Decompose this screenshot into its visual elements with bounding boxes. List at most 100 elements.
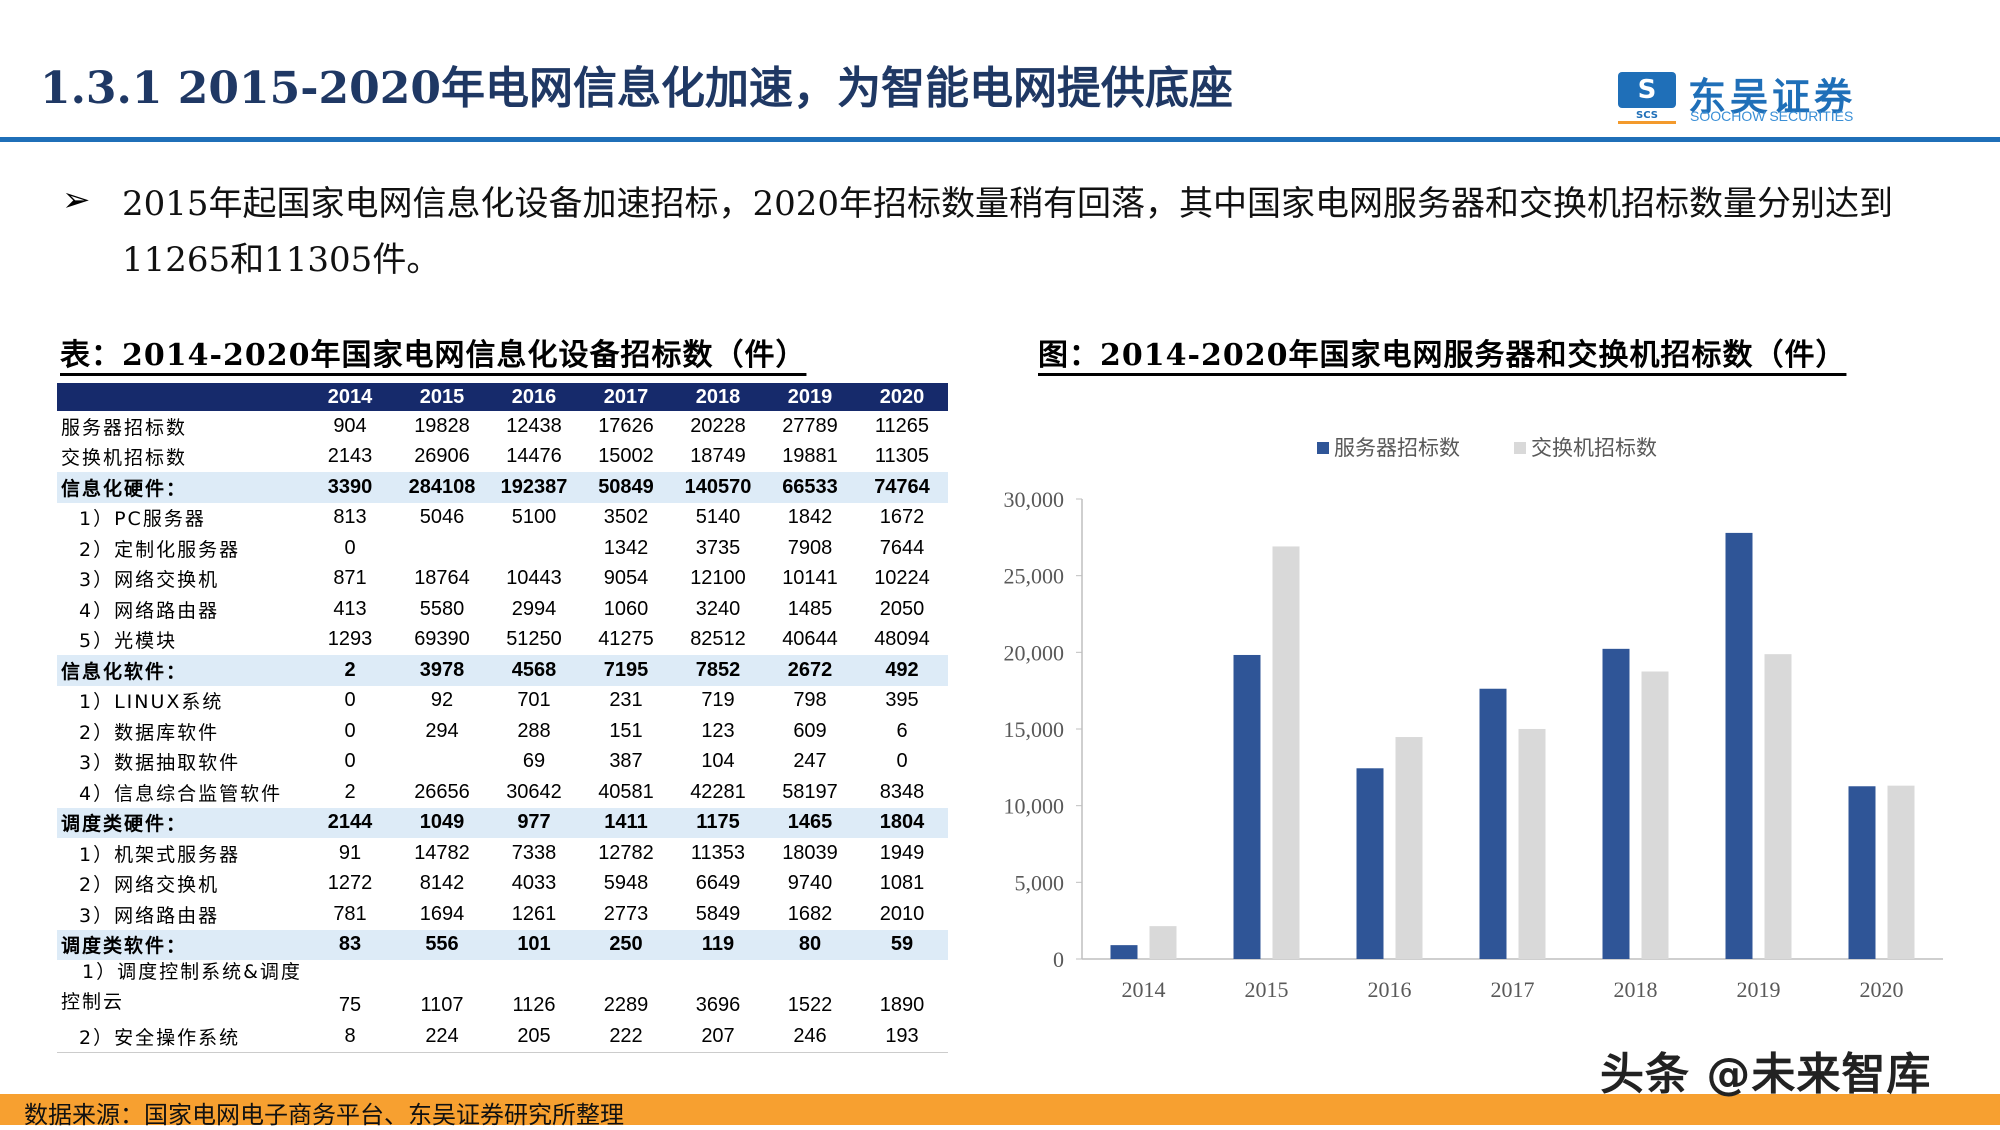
y-tick-label: 30,000 <box>1004 487 1065 512</box>
table-cell: 556 <box>425 933 459 956</box>
table-cell: 30642 <box>506 780 562 803</box>
row-label: 3）数据抽取软件 <box>79 752 241 775</box>
table-cell: 1293 <box>327 628 373 651</box>
bar-switch-2018 <box>1641 671 1669 959</box>
bar-switch-2019 <box>1764 654 1792 959</box>
table-cell: 101 <box>517 933 551 956</box>
table-row: 4）信息综合监管软件 2 26656 30642 40581 42281 58197 8348 <box>57 777 948 808</box>
row-label: 2）数据库软件 <box>79 721 220 744</box>
table-cell: 12438 <box>506 414 562 437</box>
table-cell: 8142 <box>419 872 465 895</box>
bar-chart: 0 5,000 10,000 15,000 20,000 25,000 30,000 2014… <box>1004 436 1943 1002</box>
table-cell: 2 <box>344 658 356 681</box>
table-row: 2）定制化服务器 0 1342 3735 7908 7644 <box>57 533 948 564</box>
table-cell: 2289 <box>603 994 649 1016</box>
table-cell: 123 <box>701 719 735 742</box>
table-cell: 140570 <box>684 475 752 498</box>
table-row: 3）网络交换机 871 18764 10443 9054 12100 10141 10224 <box>57 564 948 595</box>
table-cell: 1522 <box>787 994 833 1016</box>
row-label: 1）LINUX系统 <box>79 691 224 714</box>
table-cell: 80 <box>798 933 822 956</box>
table-cell: 42281 <box>690 780 746 803</box>
table-cell: 11305 <box>874 445 930 468</box>
arrow-bullet-icon: ➢ <box>62 180 91 220</box>
table-cell: 1175 <box>696 811 740 834</box>
table-cell: 8348 <box>879 780 925 803</box>
table-cell: 11353 <box>690 841 746 864</box>
bar-switch-2014 <box>1149 926 1177 959</box>
row-label: 4）网络路由器 <box>79 599 220 622</box>
table-cell: 871 <box>333 567 367 590</box>
table-cell: 2 <box>344 780 356 803</box>
table-cell: 83 <box>338 933 362 956</box>
table-cell: 701 <box>517 689 551 712</box>
table-cell: 192387 <box>500 475 568 498</box>
table-cell: 1485 <box>787 597 833 620</box>
table-cell: 609 <box>793 719 827 742</box>
row-label: 1）调度控制系统&调度控制云 <box>61 961 302 1013</box>
table-row: 信息化硬件： 3390 284108 192387 50849 140570 66533 74… <box>57 472 948 503</box>
table-row: 3）数据抽取软件 0 69 387 104 247 0 <box>57 747 948 778</box>
table-cell: 205 <box>517 1024 551 1047</box>
table-cell: 7338 <box>511 841 557 864</box>
y-tick-label: 20,000 <box>1004 640 1065 665</box>
tender-table: 2014 2015 2016 2017 2018 2019 2020 服务器招标数 904 198… <box>57 383 948 1052</box>
table-row: 2）网络交换机 1272 8142 4033 5948 6649 9740 1081 <box>57 869 948 900</box>
table-cell: 5100 <box>511 506 557 529</box>
row-label: 交换机招标数 <box>61 447 188 470</box>
table-cell: 0 <box>344 719 356 742</box>
table-cell: 19881 <box>782 445 838 468</box>
chart-title: 图：2014-2020年国家电网服务器和交换机招标数（件） <box>1038 338 1847 373</box>
table-cell: 15002 <box>598 445 654 468</box>
table-cell: 3390 <box>327 475 373 498</box>
table-cell: 8 <box>344 1024 356 1047</box>
column-header: 2014 <box>327 385 373 408</box>
column-header: 2019 <box>787 385 833 408</box>
table-cell: 75 <box>338 994 362 1016</box>
bar-switch-2017 <box>1518 728 1546 959</box>
x-tick-label: 2015 <box>1245 977 1289 1002</box>
x-tick-label: 2018 <box>1614 977 1658 1002</box>
table-row: 1）LINUX系统 0 92 701 231 719 798 395 <box>57 686 948 717</box>
table-cell: 3240 <box>695 597 741 620</box>
table-row: 4）网络路由器 413 5580 2994 1060 3240 1485 2050 <box>57 594 948 625</box>
table-cell: 59 <box>890 933 914 956</box>
row-label: 2）安全操作系统 <box>79 1026 241 1049</box>
bar-switch-2016 <box>1395 737 1423 959</box>
row-label: 3）网络路由器 <box>79 904 220 927</box>
bullet-text: 2015年起国家电网信息化设备加速招标，2020年招标数量稍有回落，其中国家电网… <box>122 184 1894 280</box>
table-cell: 14782 <box>414 841 470 864</box>
source-note: 数据来源：国家电网电子商务平台、东吴证券研究所整理 <box>24 1101 624 1129</box>
table-cell: 1682 <box>787 902 833 925</box>
table-cell: 18749 <box>690 445 746 468</box>
table-cell: 91 <box>338 841 362 864</box>
table-cell: 5580 <box>419 597 465 620</box>
table-cell: 5046 <box>419 506 465 529</box>
table-cell: 813 <box>333 506 367 529</box>
table-cell: 10443 <box>506 567 562 590</box>
table-cell: 92 <box>430 689 454 712</box>
bar-server-2020 <box>1848 786 1876 959</box>
table-cell: 18764 <box>414 567 470 590</box>
table-cell: 6 <box>896 719 908 742</box>
table-cell: 781 <box>333 902 367 925</box>
table-cell: 12100 <box>690 567 746 590</box>
x-tick-label: 2020 <box>1860 977 1904 1002</box>
table-cell: 0 <box>344 750 356 773</box>
table-cell: 9740 <box>787 872 833 895</box>
table-cell: 41275 <box>598 628 654 651</box>
column-header: 2020 <box>879 385 925 408</box>
table-cell: 5140 <box>695 506 741 529</box>
table-cell: 51250 <box>506 628 562 651</box>
table-cell: 1261 <box>511 902 557 925</box>
table-cell: 246 <box>793 1024 827 1047</box>
table-cell: 224 <box>425 1024 459 1047</box>
table-cell: 2050 <box>879 597 925 620</box>
legend-swatch <box>1317 442 1329 454</box>
table-row: 信息化软件： 2 3978 4568 7195 7852 2672 492 <box>57 655 948 686</box>
table-row: 3）网络路由器 781 1694 1261 2773 5849 1682 2010 <box>57 899 948 930</box>
legend-label: 交换机招标数 <box>1531 436 1657 460</box>
table-row: 2）数据库软件 0 294 288 151 123 609 6 <box>57 716 948 747</box>
table-cell: 1107 <box>420 994 464 1016</box>
column-header: 2016 <box>511 385 557 408</box>
